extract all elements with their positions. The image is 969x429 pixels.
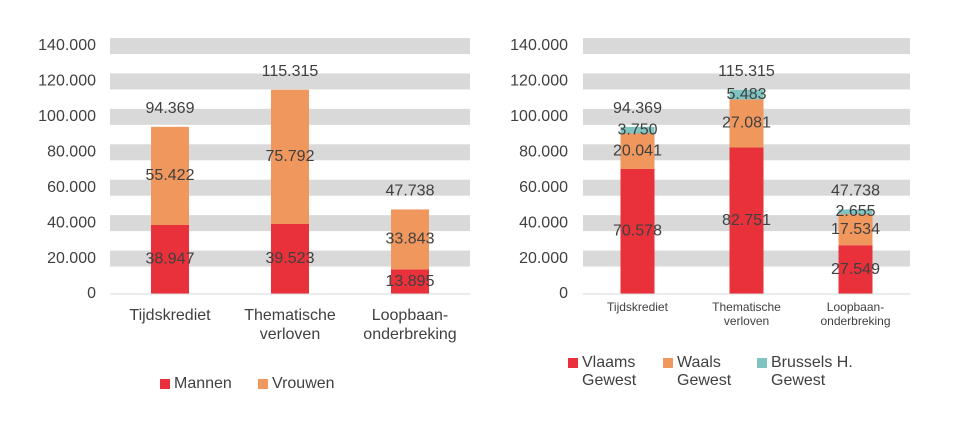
total-label: 115.315	[262, 63, 319, 80]
bar-segment	[729, 89, 764, 100]
x-tick-label: Loopbaan-onderbreking	[363, 307, 457, 344]
legend-label: Waals Gewest	[677, 354, 732, 390]
bar-segment	[620, 133, 655, 169]
legend-swatch	[258, 379, 268, 389]
legend-swatch	[160, 379, 170, 389]
value-label: 13.895	[386, 273, 435, 290]
y-tick-label: 80.000	[47, 144, 96, 161]
total-label: 47.738	[831, 183, 880, 200]
legend-swatch	[663, 358, 673, 368]
value-label: 70.578	[613, 223, 662, 240]
value-label: 5.483	[726, 86, 766, 103]
bar-segment	[391, 269, 429, 294]
bar-segment	[271, 223, 309, 294]
legend-item: Waals Gewest	[663, 354, 753, 391]
y-tick-label: 60.000	[519, 179, 568, 196]
x-tick-label: Thematische verloven	[244, 307, 336, 344]
value-label: 33.843	[386, 231, 435, 248]
y-tick-label: 140.000	[510, 37, 568, 54]
bar-segment	[151, 225, 189, 294]
total-label: 94.369	[146, 100, 195, 117]
total-label: 94.369	[613, 100, 662, 117]
total-label: 115.315	[718, 63, 775, 80]
value-label: 55.422	[146, 167, 195, 184]
legend-item: Mannen	[160, 375, 255, 393]
y-tick-label: 20.000	[47, 250, 96, 267]
legend-item: Vlaams Gewest	[568, 354, 658, 391]
y-tick-label: 140.000	[38, 37, 96, 54]
legend-item: Brussels H. Gewest	[757, 354, 867, 391]
legend-label: Mannen	[174, 375, 232, 392]
value-label: 27.081	[722, 115, 771, 132]
y-tick-label: 60.000	[47, 179, 96, 196]
y-tick-label: 100.000	[510, 108, 568, 125]
bar-segment	[620, 126, 655, 134]
value-label: 3.750	[617, 121, 657, 138]
y-tick-label: 40.000	[519, 214, 568, 231]
legend-label: Brussels H. Gewest	[771, 354, 853, 390]
x-tick-label: Loopbaan-onderbreking	[820, 300, 891, 329]
y-tick-label: 20.000	[519, 250, 568, 267]
bar-segment	[838, 209, 873, 215]
y-tick-label: 40.000	[47, 214, 96, 231]
legend-item: Vrouwen	[258, 375, 368, 393]
bar-segment	[729, 99, 764, 148]
value-label: 27.549	[831, 261, 880, 278]
x-tick-label: Tijdskrediet	[129, 307, 211, 324]
total-label: 47.738	[386, 183, 435, 200]
value-label: 38.947	[146, 251, 195, 268]
x-tick-label: Thematische verloven	[712, 300, 781, 329]
bar-segment	[151, 126, 189, 226]
grid-band	[583, 73, 910, 90]
value-label: 20.041	[613, 142, 662, 159]
value-label: 39.523	[266, 250, 315, 267]
x-tick-label: Tijdskrediet	[607, 300, 668, 314]
grid-band	[583, 38, 910, 54]
value-label: 2.655	[835, 203, 875, 220]
y-tick-label: 120.000	[510, 73, 568, 90]
y-tick-label: 0	[559, 285, 568, 302]
bar-segment	[838, 245, 873, 294]
grid-band	[110, 38, 470, 54]
grid-band	[110, 73, 470, 90]
legend-label: Vlaams Gewest	[582, 354, 637, 390]
y-tick-label: 120.000	[38, 73, 96, 90]
value-label: 17.534	[831, 221, 880, 238]
bar-segment	[729, 147, 764, 294]
legend-label: Vrouwen	[272, 375, 335, 392]
bar-segment	[271, 89, 309, 224]
y-tick-label: 80.000	[519, 144, 568, 161]
value-label: 82.751	[722, 212, 771, 229]
legend-swatch	[757, 358, 767, 368]
bar-segment	[391, 209, 429, 270]
y-tick-label: 100.000	[38, 108, 96, 125]
y-tick-label: 0	[87, 285, 96, 302]
bar-segment	[838, 214, 873, 246]
legend-swatch	[568, 358, 578, 368]
bar-segment	[620, 168, 655, 294]
value-label: 75.792	[266, 148, 315, 165]
